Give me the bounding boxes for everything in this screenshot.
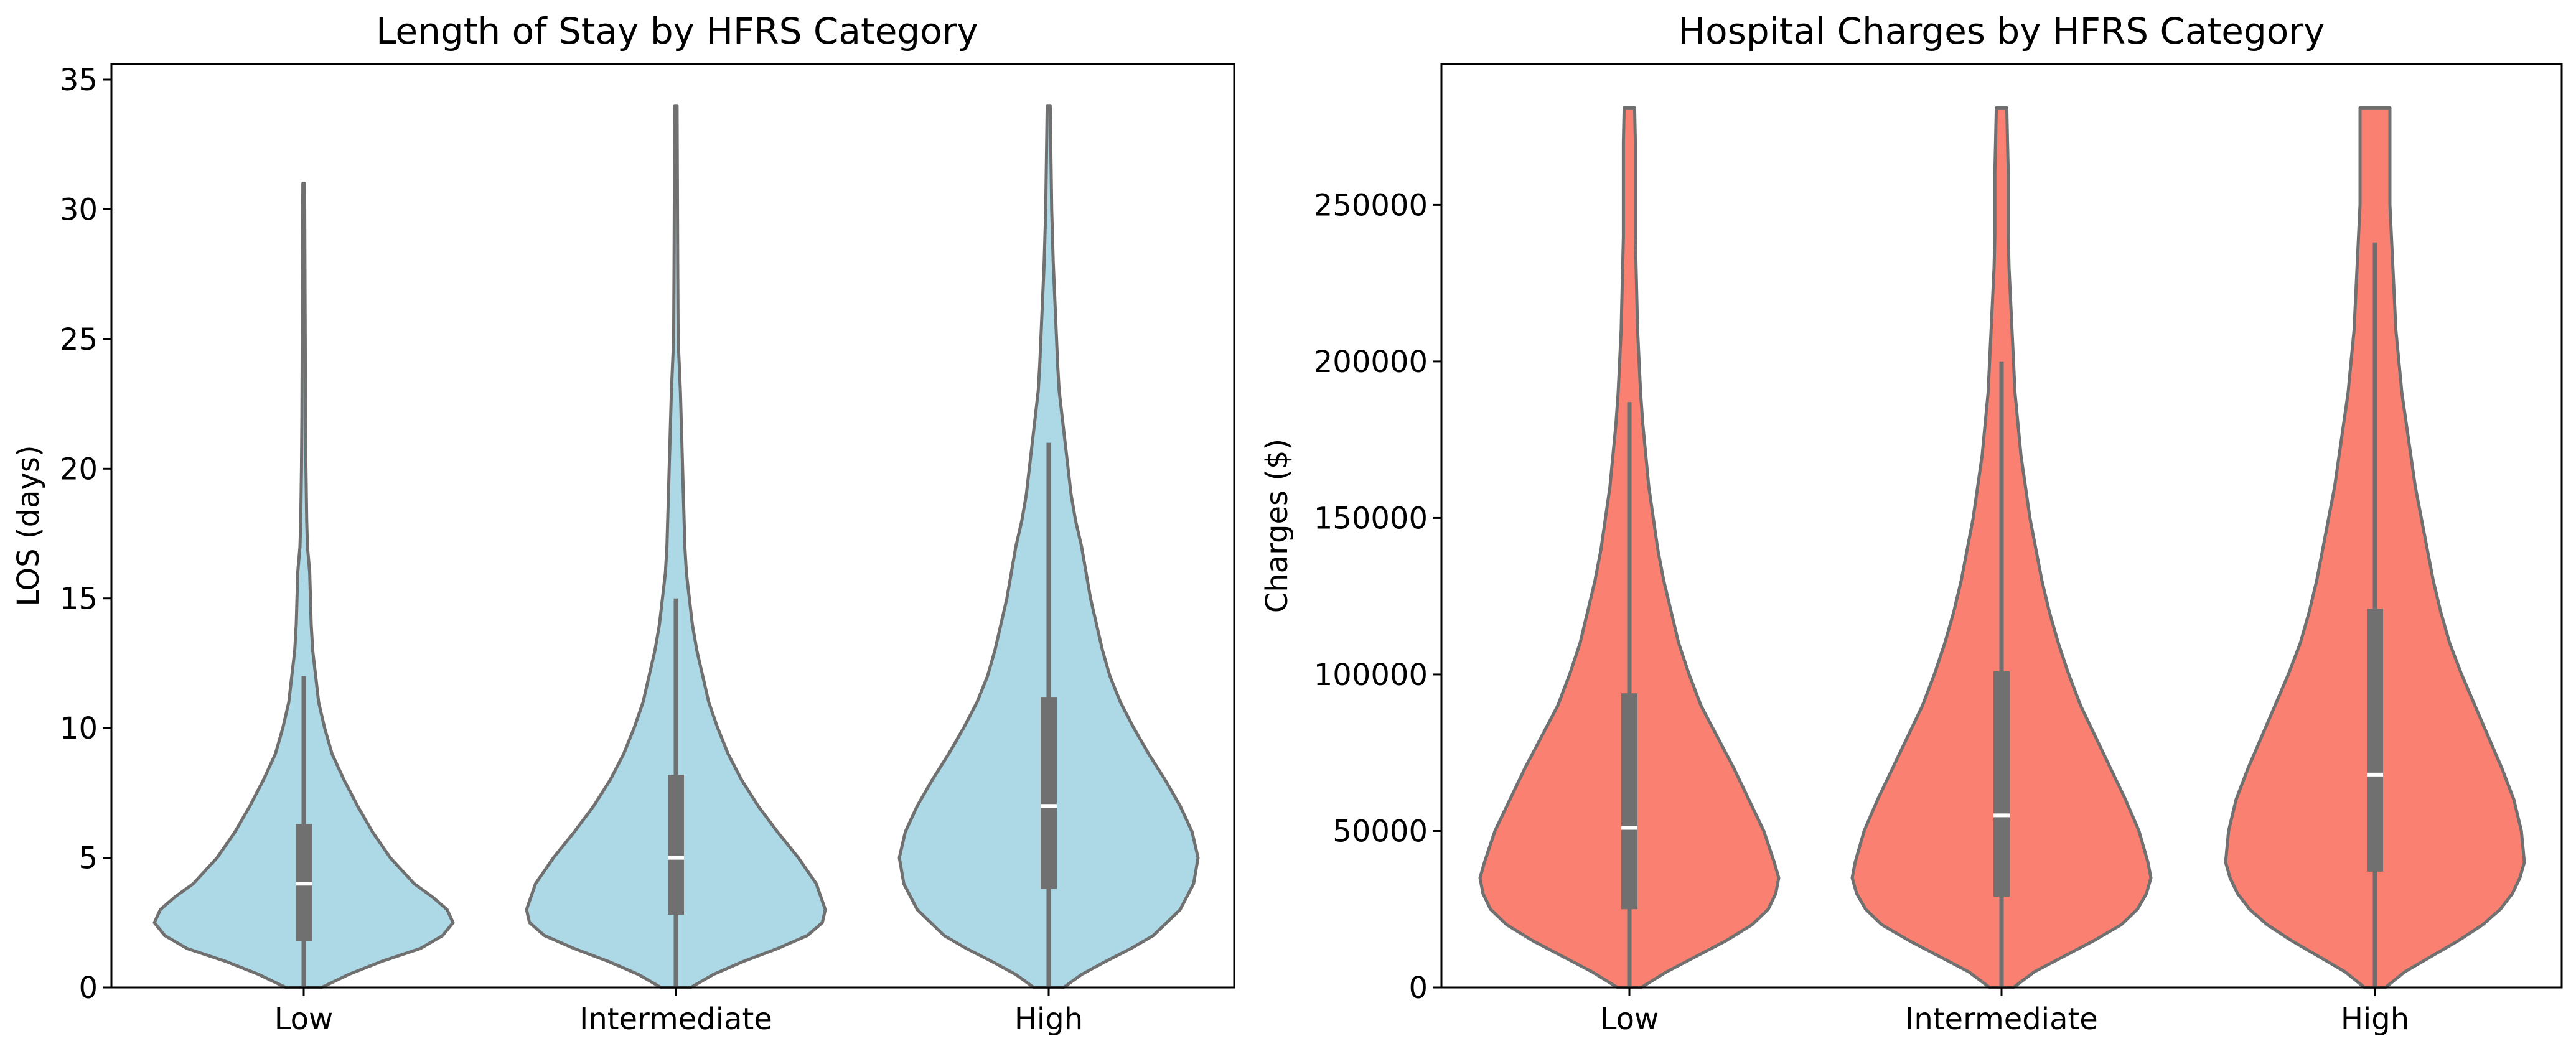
y-tick-label: 50000: [1332, 814, 1428, 849]
plot-frame: [110, 63, 1235, 989]
iqr-box: [1041, 697, 1057, 889]
violin-low: [152, 182, 455, 989]
y-axis-label: LOS (days): [11, 445, 46, 606]
y-axis-label: Charges ($): [1260, 439, 1295, 614]
iqr-box: [2367, 609, 2383, 872]
y-tick-label: 25: [60, 322, 98, 357]
chart-title: Length of Stay by HFRS Category: [376, 10, 978, 52]
y-tick-label: 200000: [1314, 345, 1428, 380]
chart-title: Hospital Charges by HFRS Category: [1679, 10, 2325, 52]
x-tick-label: High: [1014, 1002, 1083, 1037]
iqr-box: [1993, 671, 2010, 897]
violin-intermediate: [525, 104, 827, 989]
y-tick-label: 10: [60, 711, 98, 746]
y-tick-label: 35: [60, 63, 98, 98]
x-tick-label: Intermediate: [579, 1002, 772, 1037]
x-tick-label: Low: [1600, 1002, 1659, 1037]
y-tick-label: 5: [78, 841, 98, 876]
iqr-box: [1621, 693, 1637, 910]
y-tick-label: 150000: [1314, 501, 1428, 536]
y-tick-label: 100000: [1314, 658, 1428, 693]
x-tick-label: Intermediate: [1905, 1002, 2098, 1037]
los-violin-chart: Length of Stay by HFRS Category 0 5 10 15 20…: [11, 10, 1235, 1037]
x-tick-label: High: [2341, 1002, 2409, 1037]
y-tick-label: 0: [78, 971, 98, 1006]
y-tick-label: 30: [60, 192, 98, 227]
y-tick-label: 15: [60, 582, 98, 617]
y-tick-label: 0: [1408, 971, 1428, 1006]
plot-frame: [1440, 63, 2563, 989]
charges-violin-chart: Hospital Charges by HFRS Category 0 50000…: [1260, 10, 2563, 1037]
y-tick-label: 20: [60, 452, 98, 487]
y-tick-label: 250000: [1314, 188, 1428, 223]
x-tick-label: Low: [274, 1002, 334, 1037]
iqr-box: [668, 775, 684, 915]
